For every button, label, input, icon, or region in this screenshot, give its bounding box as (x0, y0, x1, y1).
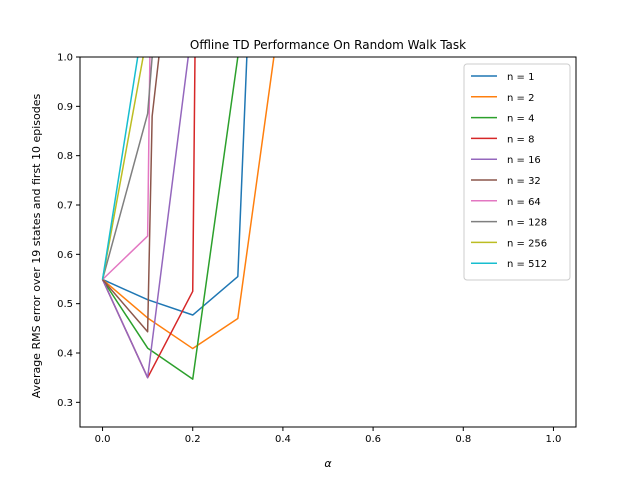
legend: n = 1 n = 2 n = 4 n = 8 n = 16 n = 32 n = 64 n … (463, 63, 571, 281)
y-tick-label: 0.9 (57, 102, 73, 113)
series-line-16 (101, 57, 189, 379)
legend-label: n = 16 (507, 155, 541, 166)
x-tick-label: 0.8 (455, 434, 471, 445)
legend-label: n = 512 (507, 259, 547, 270)
x-tick-label: 0.0 (95, 434, 111, 445)
series-line-4 (101, 57, 239, 380)
x-axis-label: α (324, 457, 332, 470)
y-tick-label: 0.7 (57, 201, 73, 212)
y-tick-label: 1.0 (57, 53, 73, 64)
legend-label: n = 256 (507, 238, 547, 249)
legend-label: n = 64 (507, 197, 541, 208)
legend-label: n = 2 (507, 93, 534, 104)
y-tick-label: 0.8 (57, 151, 73, 162)
y-tick-label: 0.4 (57, 349, 73, 360)
y-axis-label: Average RMS error over 19 states and fir… (30, 94, 43, 399)
x-axis-ticks: 0.0 0.2 0.4 0.6 0.8 1.0 (95, 427, 562, 445)
series-line-1 (102, 57, 248, 316)
series-layer (101, 57, 275, 380)
series-line-128 (101, 57, 153, 280)
y-axis-ticks: 0.3 0.4 0.5 0.6 0.7 0.8 0.9 1.0 (57, 53, 80, 409)
legend-label: n = 8 (507, 134, 534, 145)
legend-label: n = 128 (507, 218, 547, 229)
x-tick-label: 1.0 (546, 434, 562, 445)
legend-label: n = 32 (507, 176, 541, 187)
y-tick-label: 0.6 (57, 250, 73, 261)
x-tick-label: 0.4 (275, 434, 291, 445)
legend-label: n = 4 (507, 114, 534, 125)
series-line-64 (102, 57, 151, 281)
chart-title: Offline TD Performance On Random Walk Ta… (190, 38, 466, 52)
series-line-32 (101, 57, 160, 333)
legend-label: n = 1 (507, 72, 534, 83)
x-tick-label: 0.2 (185, 434, 201, 445)
axes-frame (79, 56, 577, 428)
y-tick-label: 0.5 (57, 299, 73, 310)
series-line-512 (101, 57, 139, 280)
y-tick-label: 0.3 (57, 398, 73, 409)
series-line-256 (101, 57, 144, 280)
series-line-2 (102, 57, 275, 350)
x-tick-label: 0.6 (365, 434, 381, 445)
